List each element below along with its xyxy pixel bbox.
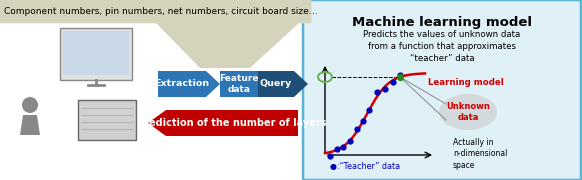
FancyBboxPatch shape: [63, 31, 129, 75]
Point: [359, 120, 368, 123]
Point: [345, 140, 354, 143]
Polygon shape: [158, 71, 220, 97]
Text: Actually in
n-dimensional
space: Actually in n-dimensional space: [453, 138, 508, 170]
Polygon shape: [155, 22, 300, 68]
Text: Learning model: Learning model: [428, 78, 504, 87]
Text: Extraction: Extraction: [154, 80, 210, 89]
FancyBboxPatch shape: [60, 28, 132, 80]
Text: Prediction of the number of layers: Prediction of the number of layers: [137, 118, 327, 128]
FancyBboxPatch shape: [0, 0, 311, 23]
Point: [388, 80, 398, 83]
FancyBboxPatch shape: [220, 71, 258, 97]
Text: Feature
data: Feature data: [219, 74, 259, 94]
Point: [325, 155, 335, 158]
Polygon shape: [258, 71, 308, 97]
Point: [352, 128, 361, 131]
Point: [381, 88, 390, 91]
Point: [395, 74, 404, 77]
Point: [372, 91, 382, 94]
Text: Component numbers, pin numbers, net numbers, circuit board size…: Component numbers, pin numbers, net numb…: [4, 6, 318, 15]
Text: ●:“Teacher” data: ●:“Teacher” data: [330, 162, 400, 171]
Point: [364, 109, 374, 112]
Text: Unknown
data: Unknown data: [446, 102, 490, 122]
Circle shape: [22, 97, 38, 113]
Point: [338, 145, 347, 148]
Text: Machine learning model: Machine learning model: [352, 16, 532, 29]
FancyBboxPatch shape: [303, 0, 581, 180]
Text: Query: Query: [260, 80, 292, 89]
Polygon shape: [148, 110, 298, 136]
Text: Predicts the values of unknown data
from a function that approximates
“teacher” : Predicts the values of unknown data from…: [363, 30, 521, 63]
Ellipse shape: [439, 94, 497, 130]
Point: [395, 76, 404, 78]
FancyBboxPatch shape: [78, 100, 136, 140]
Polygon shape: [20, 115, 40, 135]
Point: [332, 147, 342, 150]
